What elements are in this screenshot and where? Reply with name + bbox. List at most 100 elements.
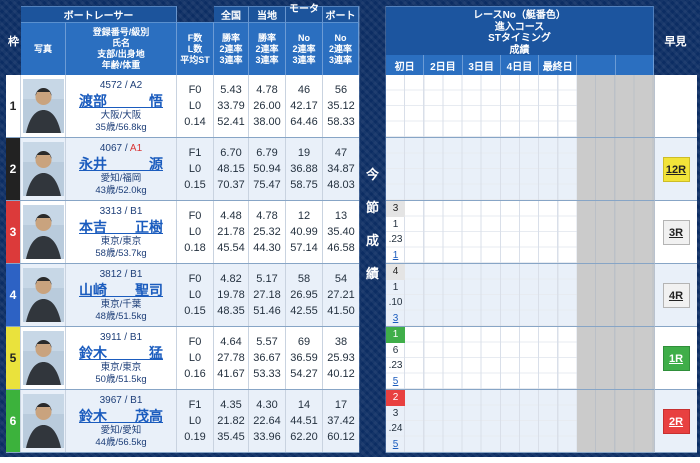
- boat-3rate: 60.12: [327, 431, 355, 443]
- boat-no: 56: [334, 84, 348, 96]
- day1-course: [386, 154, 405, 170]
- motor-stats: 46 42.17 64.46: [286, 75, 323, 137]
- racer-name-link[interactable]: 鈴木 茂高: [79, 407, 163, 424]
- average-st: 0.19: [184, 431, 206, 443]
- local-stats: 5.57 36.67 53.33: [249, 327, 286, 389]
- day1-result-link[interactable]: 1: [392, 249, 399, 261]
- local-2rate: 22.64: [253, 415, 281, 427]
- hayami-race-link[interactable]: 12R: [662, 156, 690, 182]
- average-st: 0.16: [184, 368, 206, 380]
- boat-stats: 56 35.12 58.33: [323, 75, 359, 137]
- local-2rate: 27.18: [253, 289, 281, 301]
- racer-name-link[interactable]: 山崎 聖司: [79, 281, 163, 298]
- motor-2rate: 42.17: [290, 100, 318, 112]
- racer-branch: 東京/東京: [100, 361, 142, 373]
- racer-photo: [21, 390, 66, 452]
- l-count: L0: [188, 100, 202, 112]
- boat-header: ボート: [323, 6, 359, 22]
- racer-photo-placeholder: [22, 79, 64, 133]
- racer-name-link[interactable]: 永井 源: [79, 155, 163, 172]
- local-stats: 5.17 27.18 51.46: [249, 264, 286, 326]
- motor-no: 19: [297, 147, 311, 159]
- racer-photo: [21, 75, 66, 137]
- frame-number: 5: [6, 327, 21, 389]
- hayami-rows: 12R 3R 4R 1R 2R: [654, 75, 697, 453]
- national-win-rate: 4.82: [220, 273, 242, 285]
- header-gap: [177, 6, 214, 22]
- motor-3rate: 42.55: [290, 305, 318, 317]
- motor-stats: 14 44.51 62.20: [286, 390, 323, 452]
- f-count: F0: [188, 84, 202, 96]
- day1-result-link[interactable]: 5: [392, 375, 399, 387]
- boat-no: 13: [334, 210, 348, 222]
- local-3rate: 44.30: [253, 242, 281, 254]
- day1-result-link[interactable]: 5: [392, 438, 399, 450]
- boat-no: 38: [334, 336, 348, 348]
- boat-stats: 13 35.40 46.58: [323, 201, 359, 263]
- national-stats: 5.43 33.79 52.41: [214, 75, 249, 137]
- day1-result-link[interactable]: 3: [392, 312, 399, 324]
- fl-line: F数: [187, 32, 203, 43]
- f-count: F0: [188, 336, 202, 348]
- racer-row: 5 3911 / B1 鈴木 猛 東京/東京 50歳/51.5kg F0 L0 …: [6, 327, 359, 390]
- l-count: L0: [188, 415, 202, 427]
- registration-class: 3967 / B1: [99, 394, 143, 406]
- racer-photo-placeholder: [22, 394, 64, 448]
- series-result-row: 2 3 .24 5: [386, 390, 654, 453]
- unused-days-area: [577, 327, 654, 389]
- boat-2rate: 34.87: [327, 163, 355, 175]
- unused-days-area: [577, 75, 654, 137]
- day1-course: [386, 91, 405, 107]
- racer-photo: [21, 201, 66, 263]
- day1-course: 1: [392, 281, 399, 293]
- racer-name-link[interactable]: 鈴木 猛: [79, 344, 163, 361]
- no-line: No: [334, 32, 347, 43]
- racer-name-link[interactable]: 渡部 悟: [79, 92, 163, 109]
- national-stats: 4.48 21.78 45.54: [214, 201, 249, 263]
- day-header-4: 4日目: [500, 55, 540, 75]
- boat-2rate: 35.12: [327, 100, 355, 112]
- series-result-row: [386, 75, 654, 138]
- local-2rate: 26.00: [253, 100, 281, 112]
- registration-class: 3911 / B1: [99, 331, 143, 343]
- hayami-cell: [654, 75, 697, 138]
- racer-name-link[interactable]: 本吉 正樹: [79, 218, 163, 235]
- day1-result-link[interactable]: [386, 185, 405, 201]
- racer-age-weight: 35歳/56.8kg: [95, 121, 147, 133]
- fl-line: 平均ST: [180, 54, 210, 65]
- motor-no: 69: [297, 336, 311, 348]
- vertical-char: 今: [365, 167, 379, 182]
- day-header-2: 2日目: [424, 55, 463, 75]
- boat-no: 17: [334, 399, 348, 411]
- boat-no-header: No 2連率 3連率: [323, 22, 359, 75]
- local-2rate: 25.32: [253, 226, 281, 238]
- national-stats: 6.70 48.15 70.37: [214, 138, 249, 200]
- day1-result-link[interactable]: [386, 122, 405, 138]
- hayami-race-link[interactable]: 3R: [662, 219, 690, 245]
- local-stats: 6.79 50.94 75.47: [249, 138, 286, 200]
- racer-photo-placeholder: [22, 205, 64, 259]
- boat-3rate: 41.50: [327, 305, 355, 317]
- day1-st-timing: [386, 169, 405, 185]
- frame-number: 4: [6, 264, 21, 326]
- hayami-race-link[interactable]: 4R: [662, 282, 690, 308]
- hayami-race-link[interactable]: 2R: [662, 408, 690, 434]
- day-header-7: [615, 55, 654, 75]
- day-header-5: 最終日: [539, 55, 578, 75]
- hayami-race-link[interactable]: 1R: [662, 345, 690, 371]
- racer-profile: 4572 / A2 渡部 悟 大阪/大阪 35歳/56.8kg: [66, 75, 177, 137]
- local-stats: 4.30 22.64 33.96: [249, 390, 286, 452]
- no-line: 2連率: [328, 43, 352, 54]
- rate-line: 3連率: [219, 54, 243, 65]
- local-header: 当地: [249, 6, 286, 22]
- registration-class: 4067 / A1: [99, 142, 143, 154]
- fl-st-cell: F0 L0 0.14: [177, 75, 214, 137]
- day-header-1: 初日: [386, 55, 425, 75]
- racer-branch: 東京/東京: [100, 235, 142, 247]
- boat-3rate: 40.12: [327, 368, 355, 380]
- average-st: 0.15: [184, 179, 206, 191]
- l-count: L0: [188, 163, 202, 175]
- series-result-rows: 3 1 .23 1 4 1 .10 3 1 6 .23 5 2 3 .24 5: [386, 75, 654, 453]
- left-table-header: 枠 ボートレーサー 全国 当地 モーター ボート 写真 登録番号/級別 氏名 支…: [6, 4, 359, 75]
- local-3rate: 33.96: [253, 431, 281, 443]
